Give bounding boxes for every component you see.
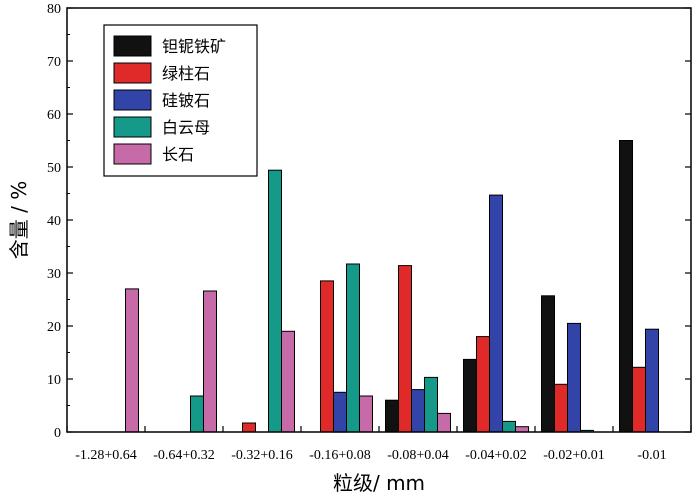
bar-2-6 [476, 336, 490, 433]
legend-swatch-5 [113, 143, 152, 165]
bar-5-2 [203, 290, 217, 433]
x-tick-label-3: -0.32+0.16 [231, 448, 293, 463]
bar-4-3 [268, 169, 282, 433]
bar-3-5 [411, 389, 425, 433]
bar-4-6 [502, 420, 516, 433]
legend-label-3: 硅铍石 [162, 91, 210, 110]
x-tick-label-4: -0.16+0.08 [309, 448, 371, 463]
bar-5-4 [359, 395, 373, 433]
y-tick-label-0: 0 [54, 426, 61, 441]
legend-label-5: 长石 [162, 145, 194, 164]
bar-3-7 [567, 322, 581, 433]
bar-2-3 [242, 422, 256, 433]
x-tick-label-8: -0.01 [637, 448, 666, 463]
x-axis: -1.28+0.64 -0.64+0.32 -0.32+0.16 -0.16+0.08… [66, 426, 692, 463]
legend-label-1: 钽铌铁矿 [162, 37, 226, 56]
bar-2-4 [320, 280, 334, 433]
x-tick-label-5: -0.08+0.04 [387, 448, 449, 463]
legend-label-2: 绿柱石 [162, 64, 210, 83]
y-tick-label-7: 70 [47, 55, 61, 70]
legend-label-4: 白云母 [162, 118, 210, 137]
y-axis: 0 10 20 30 40 50 60 70 80 [47, 2, 691, 441]
y-tick-label-6: 60 [47, 108, 61, 123]
bar-4-5 [424, 376, 438, 433]
y-tick-label-5: 50 [47, 161, 61, 176]
y-tick-label-2: 20 [47, 320, 61, 335]
y-tick-label-8: 80 [47, 2, 61, 17]
x-axis-label: 粒级/ mm [333, 471, 425, 495]
bars-group [125, 140, 659, 433]
bar-5-1 [125, 288, 139, 433]
bar-5-5 [437, 412, 451, 433]
bar-4-2 [190, 395, 204, 433]
x-tick-label-2: -0.64+0.32 [153, 448, 215, 463]
bar-1-8 [619, 140, 633, 433]
bar-1-6 [463, 358, 477, 433]
bar-3-8 [645, 328, 659, 433]
legend-swatch-1 [113, 35, 152, 57]
bar-5-6 [515, 426, 529, 433]
legend-swatch-4 [113, 116, 152, 138]
bar-3-6 [489, 194, 503, 433]
x-tick-label-6: -0.04+0.02 [465, 448, 527, 463]
bar-3-4 [333, 391, 347, 433]
y-tick-label-3: 30 [47, 267, 61, 282]
y-tick-label-1: 10 [47, 373, 61, 388]
x-tick-label-7: -0.02+0.01 [543, 448, 605, 463]
bar-4-4 [346, 263, 360, 433]
bar-2-5 [398, 265, 412, 433]
bar-2-8 [632, 366, 646, 433]
bar-5-3 [281, 330, 295, 433]
bar-1-7 [541, 295, 555, 433]
y-axis-label: 含量 / % [7, 181, 31, 259]
legend-swatch-3 [113, 89, 152, 111]
x-tick-label-1: -1.28+0.64 [75, 448, 137, 463]
bar-1-5 [385, 399, 399, 433]
y-tick-label-4: 40 [47, 214, 61, 229]
legend-swatch-2 [113, 62, 152, 84]
bar-2-7 [554, 383, 568, 433]
